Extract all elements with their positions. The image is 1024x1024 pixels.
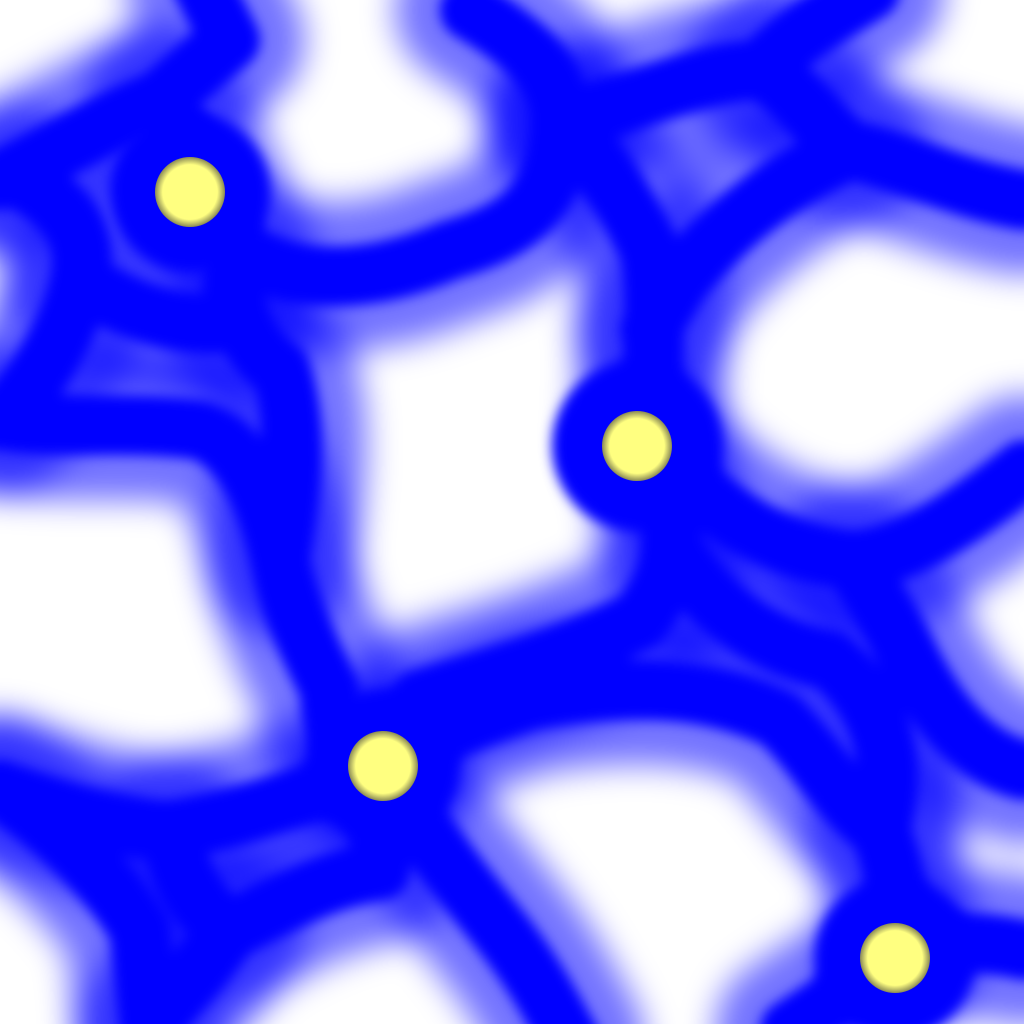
nucleus-dot — [602, 411, 672, 481]
nuclei — [155, 157, 930, 993]
nucleus-dot — [860, 923, 930, 993]
nucleus-dot — [155, 157, 225, 227]
nucleus-dot — [348, 731, 418, 801]
